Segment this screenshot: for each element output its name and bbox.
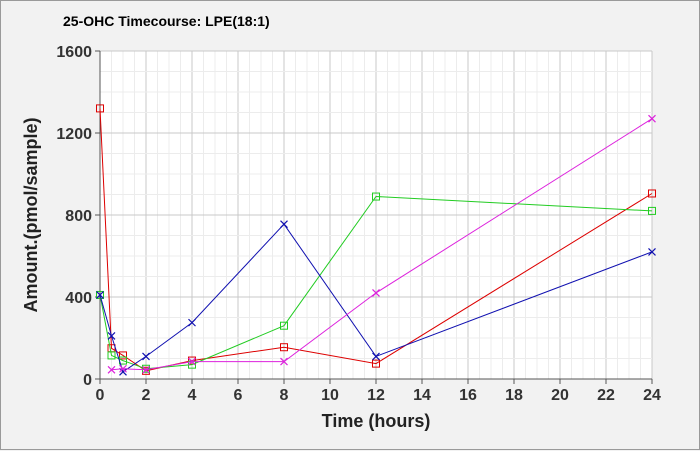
y-tick-label: 1200	[56, 126, 92, 143]
data-point	[107, 332, 116, 340]
x-tick-label: 24	[643, 387, 661, 404]
data-point	[280, 357, 288, 366]
x-tick-label: 14	[413, 387, 431, 404]
y-tick-label: 1600	[56, 44, 92, 61]
x-tick-label: 6	[234, 387, 243, 404]
x-tick-label: 0	[96, 387, 105, 404]
y-axis-label: Amount.(pmol/sample)	[21, 117, 41, 312]
data-point	[119, 351, 127, 360]
data-point	[280, 220, 288, 229]
data-point	[96, 291, 104, 299]
x-tick-label: 20	[551, 387, 569, 404]
series-line	[99, 223, 653, 373]
data-point	[107, 365, 116, 374]
x-tick-label: 18	[505, 387, 523, 404]
x-tick-label: 10	[321, 387, 339, 404]
data-point	[188, 357, 196, 366]
data-point	[96, 290, 104, 299]
series-3	[96, 220, 656, 376]
series-4	[107, 114, 656, 374]
y-tick-label: 800	[65, 208, 92, 225]
x-tick-label: 22	[597, 387, 615, 404]
data-point	[372, 359, 380, 368]
y-tick-label: 400	[65, 290, 92, 307]
data-point	[142, 352, 150, 361]
x-tick-label: 8	[280, 387, 289, 404]
x-tick-label: 12	[367, 387, 385, 404]
data-point	[648, 206, 656, 215]
chart-title: 25-OHC Timecourse: LPE(18:1)	[63, 13, 270, 29]
data-point	[280, 321, 288, 330]
data-point	[188, 318, 196, 327]
y-tick-label: 0	[83, 372, 92, 389]
x-tick-label: 16	[459, 387, 477, 404]
data-point	[188, 356, 196, 365]
x-tick-label: 4	[188, 387, 197, 404]
data-point	[280, 343, 288, 352]
data-point	[648, 247, 656, 256]
x-tick-label: 2	[142, 387, 151, 404]
grid	[99, 50, 653, 380]
data-point	[119, 364, 127, 373]
x-axis-label: Time (hours)	[322, 411, 431, 431]
series-line	[99, 195, 653, 370]
data-point	[372, 192, 380, 201]
axes	[95, 50, 653, 384]
data-point	[648, 189, 656, 198]
series-layer	[96, 104, 656, 376]
data-point	[142, 365, 150, 374]
data-point	[372, 352, 380, 361]
data-point	[648, 114, 656, 123]
data-point	[372, 288, 380, 297]
data-point	[96, 104, 104, 113]
data-point	[107, 351, 116, 360]
